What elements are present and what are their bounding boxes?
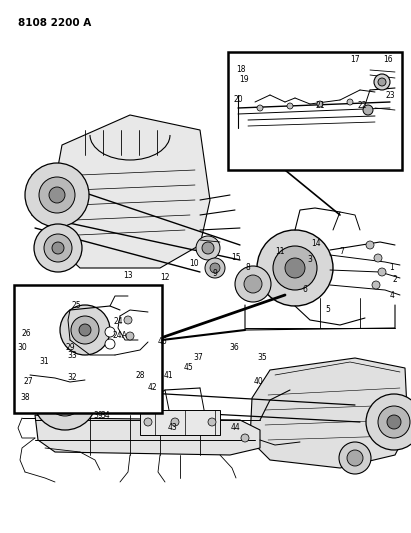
Circle shape bbox=[60, 305, 110, 355]
Text: 29: 29 bbox=[65, 343, 75, 352]
Circle shape bbox=[202, 242, 214, 254]
Circle shape bbox=[378, 268, 386, 276]
Text: 37: 37 bbox=[193, 352, 203, 361]
Text: 45: 45 bbox=[183, 364, 193, 373]
Text: 19: 19 bbox=[239, 76, 249, 85]
Text: 12: 12 bbox=[160, 273, 170, 282]
Circle shape bbox=[44, 234, 72, 262]
Bar bbox=[140, 410, 220, 435]
Circle shape bbox=[39, 177, 75, 213]
Text: 26: 26 bbox=[21, 328, 31, 337]
Circle shape bbox=[374, 254, 382, 262]
Text: 6: 6 bbox=[302, 286, 307, 295]
Text: 16: 16 bbox=[383, 54, 393, 63]
Bar bbox=[228, 52, 402, 170]
Text: 2: 2 bbox=[393, 276, 397, 285]
Circle shape bbox=[105, 339, 115, 349]
Text: 36: 36 bbox=[229, 343, 239, 352]
Text: 41: 41 bbox=[163, 370, 173, 379]
Circle shape bbox=[347, 450, 363, 466]
Text: 9: 9 bbox=[212, 270, 217, 279]
Text: 44: 44 bbox=[230, 424, 240, 432]
Circle shape bbox=[196, 236, 220, 260]
Text: 33: 33 bbox=[67, 351, 77, 359]
Circle shape bbox=[57, 390, 73, 406]
Text: 27: 27 bbox=[23, 377, 33, 386]
Text: 5: 5 bbox=[326, 305, 330, 314]
Text: 34: 34 bbox=[100, 410, 110, 419]
Circle shape bbox=[257, 105, 263, 111]
Circle shape bbox=[105, 327, 115, 337]
Text: 25: 25 bbox=[71, 301, 81, 310]
Circle shape bbox=[79, 324, 91, 336]
Circle shape bbox=[126, 332, 134, 340]
Text: 46: 46 bbox=[157, 337, 167, 346]
Text: 22: 22 bbox=[357, 101, 367, 110]
Circle shape bbox=[124, 316, 132, 324]
Text: 4: 4 bbox=[390, 290, 395, 300]
Circle shape bbox=[205, 258, 225, 278]
Text: 28: 28 bbox=[135, 372, 145, 381]
Text: 39: 39 bbox=[93, 410, 103, 419]
Circle shape bbox=[33, 366, 97, 430]
Text: 23: 23 bbox=[385, 92, 395, 101]
Circle shape bbox=[144, 418, 152, 426]
Text: 18: 18 bbox=[236, 66, 246, 75]
Bar bbox=[14, 285, 162, 413]
Circle shape bbox=[378, 406, 410, 438]
Circle shape bbox=[374, 74, 390, 90]
Circle shape bbox=[34, 224, 82, 272]
Text: 30: 30 bbox=[17, 343, 27, 352]
Text: 43: 43 bbox=[167, 424, 177, 432]
Text: 35: 35 bbox=[257, 353, 267, 362]
Text: 21: 21 bbox=[315, 101, 325, 110]
Circle shape bbox=[339, 442, 371, 474]
Circle shape bbox=[49, 187, 65, 203]
Text: 31: 31 bbox=[39, 358, 49, 367]
Text: 3: 3 bbox=[307, 255, 312, 264]
Circle shape bbox=[47, 380, 83, 416]
Text: 42: 42 bbox=[147, 384, 157, 392]
Circle shape bbox=[210, 263, 220, 273]
Circle shape bbox=[171, 418, 179, 426]
Text: 38: 38 bbox=[20, 393, 30, 402]
Text: 1: 1 bbox=[390, 263, 395, 272]
Text: 17: 17 bbox=[350, 55, 360, 64]
Text: 11: 11 bbox=[275, 247, 285, 256]
Circle shape bbox=[363, 105, 373, 115]
Circle shape bbox=[208, 418, 216, 426]
Text: 10: 10 bbox=[189, 260, 199, 269]
Circle shape bbox=[241, 434, 249, 442]
Polygon shape bbox=[50, 115, 210, 268]
Circle shape bbox=[244, 275, 262, 293]
Text: 8108 2200 A: 8108 2200 A bbox=[18, 18, 91, 28]
Text: 20: 20 bbox=[233, 95, 243, 104]
Circle shape bbox=[287, 103, 293, 109]
Polygon shape bbox=[35, 415, 260, 455]
Circle shape bbox=[71, 316, 99, 344]
Circle shape bbox=[366, 241, 374, 249]
Circle shape bbox=[52, 242, 64, 254]
Text: 7: 7 bbox=[339, 247, 344, 256]
Circle shape bbox=[285, 258, 305, 278]
Circle shape bbox=[235, 266, 271, 302]
Circle shape bbox=[25, 163, 89, 227]
Text: 8: 8 bbox=[246, 263, 250, 272]
Circle shape bbox=[273, 246, 317, 290]
Text: 40: 40 bbox=[253, 377, 263, 386]
Text: 15: 15 bbox=[231, 254, 241, 262]
Text: 24: 24 bbox=[113, 318, 123, 327]
Circle shape bbox=[347, 99, 353, 105]
Circle shape bbox=[378, 78, 386, 86]
Circle shape bbox=[317, 101, 323, 107]
Circle shape bbox=[366, 394, 411, 450]
Polygon shape bbox=[250, 358, 408, 468]
Circle shape bbox=[372, 281, 380, 289]
Text: 24A: 24A bbox=[113, 332, 127, 341]
Circle shape bbox=[257, 230, 333, 306]
Circle shape bbox=[387, 415, 401, 429]
Text: 13: 13 bbox=[123, 271, 133, 280]
Text: 14: 14 bbox=[311, 239, 321, 248]
Text: 32: 32 bbox=[67, 374, 77, 383]
